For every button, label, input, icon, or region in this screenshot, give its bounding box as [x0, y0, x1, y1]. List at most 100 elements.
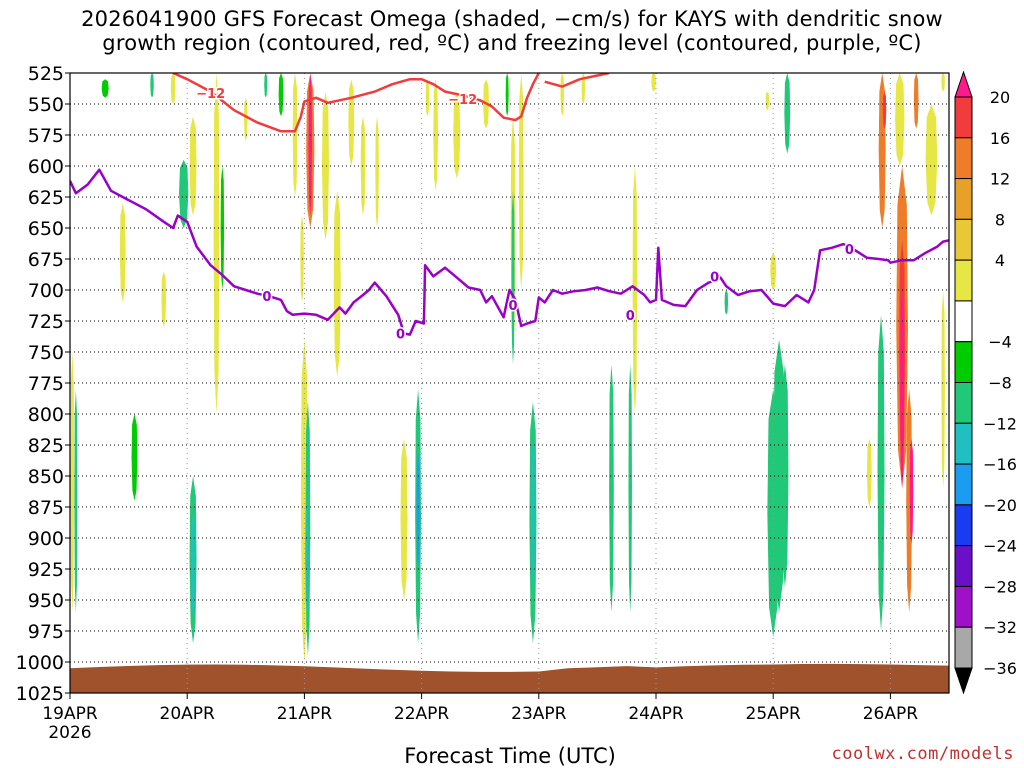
colorbar-label-6: −8	[988, 374, 1012, 393]
x-tick-label-23APR: 23APR	[511, 704, 567, 724]
y-tick-label-650: 650	[28, 218, 64, 240]
colorbar-box-6	[954, 300, 973, 343]
omega-shade-8	[178, 159, 189, 228]
y-tick-label-525: 525	[28, 63, 64, 85]
x-tick-sublabel-19APR: 2026	[48, 723, 91, 743]
freezing-level-contour-layer: 0 0 0 0 0 0	[70, 168, 949, 344]
y-tick-label-700: 700	[28, 280, 64, 302]
y-tick-label-1000: 1000	[16, 652, 64, 674]
x-tick-label-26APR: 26APR	[863, 704, 919, 724]
colorbar-box-13	[954, 585, 973, 628]
omega-shade-41	[531, 438, 535, 588]
x-tick-label-20APR: 20APR	[160, 704, 216, 724]
colorbar-label-5: −4	[988, 333, 1012, 352]
colorbar-label-4: 4	[995, 251, 1005, 270]
ground-layer	[70, 663, 949, 693]
x-tick-label-24APR: 24APR	[628, 704, 684, 724]
omega-shade-0	[70, 352, 75, 613]
y-tick-label-800: 800	[28, 404, 64, 426]
y-axis: 525 550 575 600 625 650 675 700 725 750 775 800 825 8…	[16, 63, 70, 705]
omega-shade-11	[191, 513, 195, 619]
colorbar-label-11: −28	[983, 577, 1017, 596]
chart-title-line-1: 2026041900 GFS Forecast Omega (shaded, −…	[81, 7, 943, 31]
omega-shade-28	[375, 116, 379, 228]
y-tick-label-950: 950	[28, 590, 64, 612]
omega-shade-55	[781, 364, 789, 588]
x-tick-label-22APR: 22APR	[394, 704, 450, 724]
omega-shade-39	[518, 73, 524, 290]
freezing-level-contour-label-4: 0	[710, 270, 719, 285]
x-tick-label-19APR: 19APR	[42, 704, 98, 724]
omega-shade-15	[264, 73, 268, 98]
ground-surface	[70, 663, 949, 693]
colorbar-box-10	[954, 463, 973, 506]
omega-shade-7	[170, 73, 176, 104]
colorbar-label-3: 8	[995, 210, 1005, 229]
y-tick-label-1025: 1025	[16, 683, 64, 705]
omega-shade-6	[161, 271, 167, 328]
freezing-level-contour-line-0	[70, 168, 949, 336]
omega-shade-69	[941, 73, 945, 92]
y-tick-label-875: 875	[28, 497, 64, 519]
colorbar-box-7	[954, 341, 973, 384]
omega-shade-64	[900, 290, 905, 489]
y-tick-label-850: 850	[28, 466, 64, 488]
omega-shade-44	[609, 364, 614, 613]
colorbar-box-4	[954, 218, 973, 261]
y-tick-label-925: 925	[28, 559, 64, 581]
x-tick-label-25APR: 25APR	[746, 704, 802, 724]
omega-shade-31	[416, 451, 420, 569]
grid-layer	[70, 73, 949, 693]
omega-shade-58	[879, 364, 883, 600]
freezing-level-contour-label-3: 0	[626, 309, 635, 324]
credit-link[interactable]: coolwx.com/models	[831, 744, 1014, 764]
y-tick-label-900: 900	[28, 528, 64, 550]
colorbar-label-0: 20	[990, 88, 1010, 107]
snow-growth-contour-label-1: −12	[448, 93, 477, 108]
y-tick-label-750: 750	[28, 342, 64, 364]
colorbar-label-7: −12	[983, 414, 1017, 433]
omega-shade-33	[433, 79, 439, 191]
omega-shade-17	[292, 73, 298, 197]
x-axis-label: Forecast Time (UTC)	[404, 744, 616, 768]
omega-shade-5	[150, 73, 154, 98]
colorbar-label-8: −16	[983, 455, 1017, 474]
omega-shade-27	[360, 116, 366, 216]
chart-title-line-2: growth region (contoured, red, ºC) and f…	[102, 31, 922, 55]
omega-shade-23	[308, 73, 313, 216]
y-tick-label-825: 825	[28, 435, 64, 457]
colorbar-box-1	[954, 96, 973, 139]
freezing-level-contour-label-5: 0	[845, 243, 854, 258]
omega-shade-61	[895, 73, 905, 166]
colorbar-box-14	[954, 626, 973, 669]
y-tick-label-575: 575	[28, 125, 64, 147]
freezing-level-contour-label-0: 0	[262, 290, 271, 305]
omega-shade-43	[581, 73, 586, 104]
freezing-level-contour-label-1: 0	[396, 327, 405, 342]
omega-shade-67	[913, 73, 919, 129]
omega-shade-2	[101, 79, 109, 98]
omega-shade-54	[784, 73, 791, 154]
snow-growth-contour-label-0: −12	[196, 87, 225, 102]
snow-growth-contour-layer: −12 −12	[172, 73, 610, 133]
colorbar-label-12: −32	[983, 618, 1017, 637]
colorbar-label-13: −36	[983, 659, 1017, 678]
x-tick-label-21APR: 21APR	[277, 704, 333, 724]
omega-shade-1	[74, 389, 78, 613]
y-tick-label-975: 975	[28, 621, 64, 643]
omega-shade-36	[505, 73, 509, 117]
colorbar-box-3	[954, 178, 973, 220]
colorbar-box-8	[954, 382, 973, 424]
colorbar-top-arrow	[954, 70, 973, 98]
omega-shade-25	[333, 190, 341, 377]
y-tick-label-625: 625	[28, 187, 64, 209]
omega-shade-56	[866, 438, 872, 507]
omega-shade-21	[305, 500, 309, 613]
omega-shade-66	[909, 438, 914, 545]
colorbar: 20 16 12 8 4 −4 −8 −12 −16 −20 −24 −28 −32 −36	[954, 70, 1017, 695]
omega-shade-14	[244, 97, 248, 142]
omega-shade-29	[400, 438, 408, 600]
colorbar-box-9	[954, 422, 973, 465]
colorbar-label-1: 16	[990, 129, 1010, 148]
